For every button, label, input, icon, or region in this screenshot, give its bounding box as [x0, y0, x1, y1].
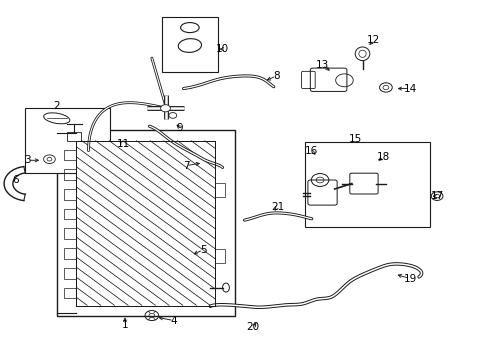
Bar — [25, 108, 110, 173]
Bar — [64, 209, 76, 220]
Text: 3: 3 — [24, 155, 31, 165]
Text: 7: 7 — [183, 161, 189, 171]
Circle shape — [160, 105, 170, 112]
Text: 15: 15 — [348, 134, 362, 144]
Bar — [64, 228, 76, 239]
Text: 18: 18 — [376, 152, 389, 162]
Bar — [215, 249, 224, 263]
Text: 20: 20 — [246, 322, 259, 332]
Text: 17: 17 — [429, 191, 443, 201]
Bar — [161, 17, 217, 72]
Text: 10: 10 — [216, 44, 229, 54]
Text: 21: 21 — [270, 202, 284, 212]
Bar — [64, 169, 76, 180]
Text: 4: 4 — [170, 316, 177, 325]
Text: 11: 11 — [117, 139, 130, 149]
Bar — [64, 189, 76, 200]
Text: 14: 14 — [403, 84, 416, 94]
Bar — [64, 268, 76, 279]
Text: 12: 12 — [366, 35, 380, 45]
Text: 19: 19 — [403, 274, 416, 284]
Bar — [305, 142, 429, 226]
Bar — [64, 149, 76, 160]
Text: 2: 2 — [53, 102, 60, 112]
Text: 6: 6 — [12, 175, 19, 185]
Text: 9: 9 — [177, 123, 183, 133]
Bar — [64, 288, 76, 298]
Bar — [66, 132, 81, 140]
Bar — [76, 140, 215, 306]
Bar — [76, 140, 215, 306]
Text: 8: 8 — [272, 71, 279, 81]
Text: 5: 5 — [199, 245, 206, 255]
Text: 1: 1 — [122, 320, 128, 330]
Bar — [64, 248, 76, 259]
Text: 16: 16 — [305, 146, 318, 156]
Bar — [215, 183, 224, 197]
Text: 13: 13 — [315, 60, 328, 70]
Bar — [57, 130, 234, 316]
